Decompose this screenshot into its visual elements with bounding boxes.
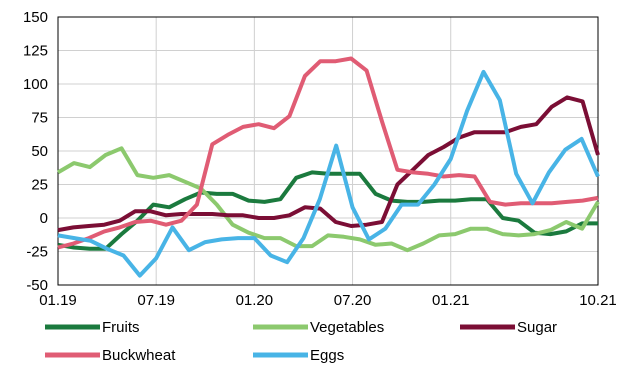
series-lines xyxy=(56,56,600,278)
y-tick-label: 0 xyxy=(40,210,48,227)
legend-label: Fruits xyxy=(102,319,140,336)
y-tick-label: -25 xyxy=(26,244,48,261)
legend-item-buckwheat: Buckwheat xyxy=(45,347,176,364)
y-tick-label: 50 xyxy=(31,143,48,160)
legend-label: Buckwheat xyxy=(102,347,176,364)
gridlines xyxy=(58,17,598,285)
legend-label: Eggs xyxy=(310,347,344,364)
legend-item-fruits: Fruits xyxy=(45,319,140,336)
series-line-buckwheat xyxy=(57,56,599,250)
legend-label: Vegetables xyxy=(310,319,384,336)
x-tick-label: 01.20 xyxy=(236,292,274,309)
x-tick-label: 01.21 xyxy=(432,292,470,309)
x-tick-label: 01.19 xyxy=(39,292,77,309)
legend-label: Sugar xyxy=(517,319,557,336)
legend-item-sugar: Sugar xyxy=(460,319,557,336)
series-line-eggs xyxy=(57,69,600,278)
x-tick-label: 07.19 xyxy=(137,292,175,309)
y-tick-label: 125 xyxy=(23,43,48,60)
series-line-vegetables xyxy=(56,146,600,253)
x-tick-label: 07.20 xyxy=(334,292,372,309)
y-tick-label: 75 xyxy=(31,110,48,127)
y-tick-label: 25 xyxy=(31,177,48,194)
legend: Fruits Vegetables Sugar Buckwheat Eggs xyxy=(45,319,557,364)
y-tick-label: 150 xyxy=(23,9,48,26)
y-tick-label: -50 xyxy=(26,277,48,294)
tick-labels: -50 -25 0 25 50 75 100 125 150 01.19 07.19 01.20 07.… xyxy=(23,9,617,309)
y-tick-label: 100 xyxy=(23,76,48,93)
x-tick-label: 10.21 xyxy=(579,292,617,309)
legend-item-vegetables: Vegetables xyxy=(253,319,384,336)
legend-item-eggs: Eggs xyxy=(253,347,344,364)
